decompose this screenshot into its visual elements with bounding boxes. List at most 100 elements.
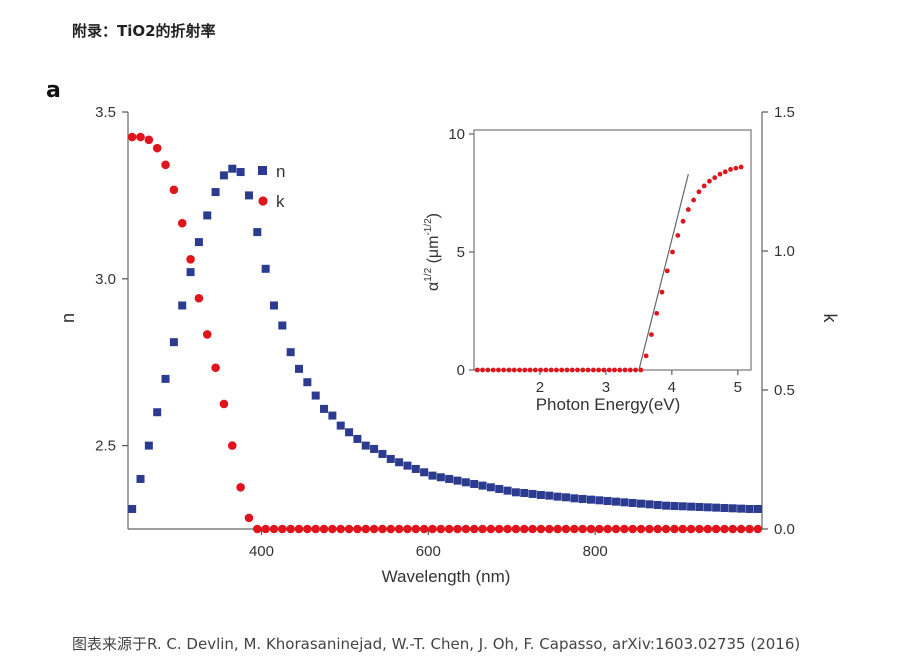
main-x-tick-label: 400 <box>249 543 274 560</box>
k-data-point <box>336 524 346 534</box>
n-data-point <box>186 268 195 277</box>
n-data-point <box>328 411 337 420</box>
inset-data-point <box>601 367 607 373</box>
n-data-point <box>536 490 545 499</box>
n-data-point <box>687 502 696 511</box>
k-data-point <box>544 524 554 534</box>
k-data-point <box>428 524 437 534</box>
n-data-point <box>570 494 579 503</box>
k-data-point <box>236 483 245 492</box>
k-data-point <box>394 524 404 534</box>
main-y-left-tick-label: 3.0 <box>95 271 116 288</box>
inset-data-point <box>664 268 670 274</box>
k-data-point <box>244 513 254 523</box>
inset-data-point <box>649 332 654 337</box>
n-data-point <box>144 441 153 450</box>
n-data-point <box>453 476 462 485</box>
inset-data-point <box>643 353 649 359</box>
n-data-point <box>628 498 637 507</box>
k-data-point <box>219 399 229 409</box>
inset-data-point <box>633 367 638 373</box>
inset-data-point <box>680 218 686 224</box>
k-data-point <box>253 524 262 534</box>
panel-label: a <box>46 78 61 103</box>
inset-data-point <box>728 167 733 172</box>
n-data-point <box>203 211 212 220</box>
n-data-point <box>486 483 495 492</box>
k-data-point <box>328 524 337 534</box>
page-heading: 附录：TiO2的折射率 <box>72 22 216 40</box>
inset-data-point <box>590 367 596 373</box>
legend-k-label: k <box>276 192 285 211</box>
k-data-point <box>670 524 679 534</box>
k-data-point <box>519 524 529 534</box>
inset-data-point <box>670 249 675 255</box>
inset-x-tick-label: 2 <box>536 379 544 396</box>
k-data-point <box>469 524 479 534</box>
k-data-point <box>453 524 462 534</box>
inset-data-point <box>517 367 522 373</box>
inset-data-point <box>543 367 549 373</box>
n-data-point <box>370 444 379 453</box>
k-data-point <box>603 524 612 534</box>
n-data-point <box>620 498 629 507</box>
k-data-point <box>369 524 379 534</box>
k-data-point <box>661 524 671 534</box>
n-data-point <box>411 464 420 473</box>
main-x-tick-label: 600 <box>416 543 441 560</box>
inset-y-label-base: α <box>425 282 442 291</box>
inset-linear-fit-line <box>638 173 689 371</box>
inset-data-point <box>580 367 586 373</box>
n-data-point <box>753 504 762 513</box>
n-data-point <box>586 495 595 504</box>
n-data-point <box>378 449 387 458</box>
k-data-point <box>686 524 696 534</box>
inset-frame <box>473 129 752 371</box>
k-data-point <box>745 524 754 534</box>
k-data-point <box>186 255 195 264</box>
n-data-point <box>461 478 470 487</box>
n-data-point <box>128 504 137 513</box>
n-data-point <box>445 474 454 483</box>
k-data-point <box>319 524 329 534</box>
k-data-point <box>536 524 546 534</box>
n-data-point <box>578 494 587 503</box>
inset-data-point <box>490 367 496 373</box>
main-y-left-tick-label: 2.5 <box>95 438 116 455</box>
n-data-point <box>428 471 437 480</box>
inset-data-point <box>717 171 723 177</box>
inset-data-point <box>559 367 565 373</box>
inset-data-point <box>527 367 533 373</box>
n-data-point <box>653 500 662 509</box>
n-data-point <box>211 188 220 197</box>
n-data-point <box>178 301 187 310</box>
inset-x-tick-label: 3 <box>602 379 610 396</box>
inset-data-point <box>722 169 728 175</box>
main-y-axis-label-left: n <box>58 313 78 323</box>
n-data-point <box>678 502 687 511</box>
inset-data-point <box>675 233 681 238</box>
k-data-point <box>570 524 579 534</box>
inset-y-label-sup1: 1/2 <box>423 267 434 281</box>
n-data-point <box>403 461 412 470</box>
k-data-point <box>344 524 354 534</box>
inset-data-point <box>685 207 691 212</box>
main-y-right-tick-label: 1.0 <box>774 243 795 260</box>
inset-data-point <box>480 367 485 373</box>
k-data-point <box>561 524 571 534</box>
inset-data-point <box>612 367 617 373</box>
k-data-point <box>311 524 320 534</box>
k-data-point <box>711 524 721 534</box>
inset-data-point <box>569 367 575 373</box>
k-data-point <box>169 185 179 195</box>
n-data-point <box>153 408 162 417</box>
n-data-point <box>728 504 737 513</box>
n-data-point <box>511 488 520 497</box>
inset-y-label-mid: (μm <box>425 236 442 268</box>
k-data-point <box>703 524 713 534</box>
chart-legend: n k <box>258 162 285 211</box>
k-data-point <box>378 524 387 534</box>
main-x-tick-label: 800 <box>583 543 608 560</box>
k-data-point <box>720 524 729 534</box>
